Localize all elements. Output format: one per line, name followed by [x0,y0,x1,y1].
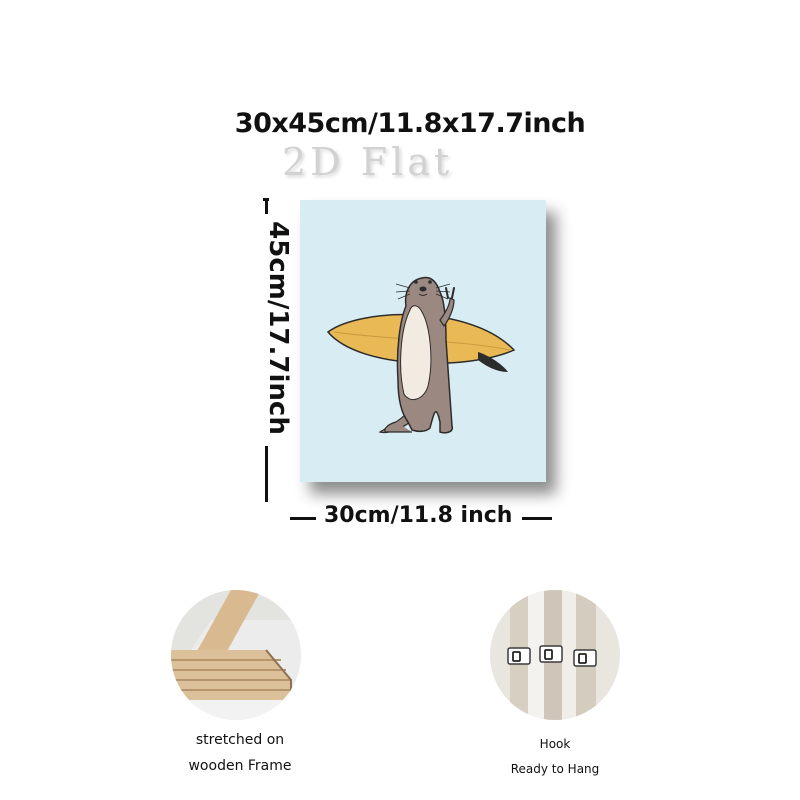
wooden-frame-photo [171,590,301,720]
wooden-frame-corner-icon [171,590,301,720]
otter-surfboard-illustration [326,276,516,434]
watermark-text: 2D Flat [282,140,454,184]
width-tick-left [290,517,316,520]
otter-whiskers [395,283,451,300]
width-tick-right [522,517,552,520]
width-label: 30cm/11.8 inch [324,503,513,528]
otter-nose [419,286,427,292]
feature-caption-line2: Ready to Hang [510,762,600,776]
feature-caption-line1: stretched on [195,732,285,748]
height-label: 45cm/17.7inch [263,221,293,435]
surfboard-fin [478,352,508,372]
width-height-label: 30x45cm/11.8x17.7inch [234,108,586,139]
width-dimension-indicator: 30cm/11.8 inch [290,503,552,533]
feature-caption-line2: wooden Frame [188,758,292,774]
otter-belly [400,305,432,401]
canvas-artwork [300,200,546,482]
feature-caption-line1: Hook [539,737,571,751]
hanging-hook-icon [490,590,620,720]
height-tick-top [265,198,268,214]
hook-photo [490,590,620,720]
height-tick-bottom [265,446,268,502]
